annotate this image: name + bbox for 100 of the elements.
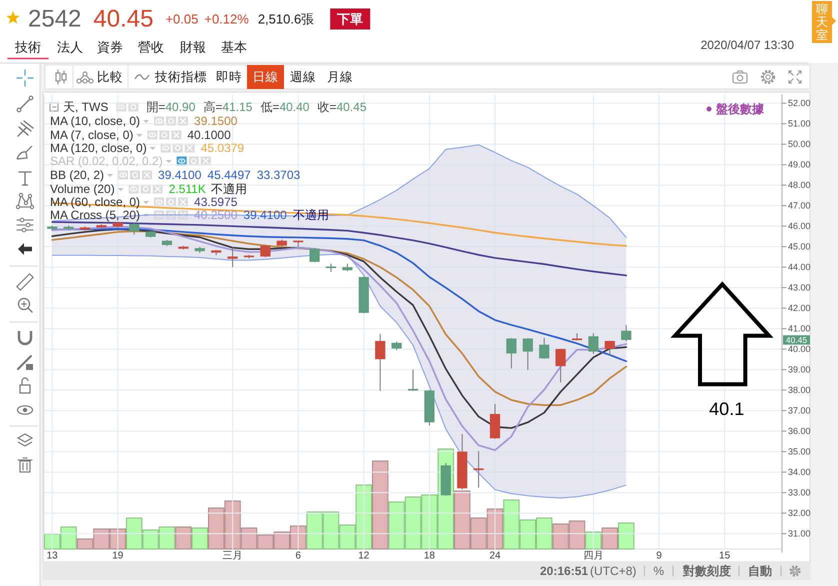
bar (192, 528, 208, 550)
annotation: 40.1000 (187, 128, 232, 142)
y-tick-label: 49.00 (788, 160, 811, 170)
line-series (51, 221, 628, 276)
y-tick-label: 32.00 (788, 508, 811, 518)
x-tick-label: 9 (656, 550, 662, 562)
candlestick (408, 369, 418, 392)
annotation: 45.4497 (207, 168, 252, 182)
text: 自動 (748, 564, 772, 578)
y-tick-label: 35.00 (788, 446, 811, 457)
x-tick-label: 6 (295, 550, 302, 562)
text: 法人 (57, 40, 83, 54)
annotation: 40.90 (165, 100, 196, 114)
text: +0.05 (165, 12, 198, 26)
text: 日線 (252, 70, 278, 84)
annotation: 高= (203, 100, 222, 114)
text: 聊天室 (816, 2, 828, 42)
text: 對數刻度 (682, 564, 732, 578)
candlestick (474, 451, 484, 488)
text: % (653, 564, 664, 578)
y-tick-label: 50.00 (788, 139, 811, 150)
x-tick-label: 13 (46, 550, 58, 562)
candlestick (375, 334, 386, 392)
candlestick (604, 340, 615, 356)
annotation: 40.45 (786, 334, 808, 345)
text: 比較 (97, 70, 123, 84)
y-tick-label: 31.00 (788, 528, 811, 539)
y-tick-label: 41.00 (788, 324, 811, 334)
annotation: 33.3703 (256, 168, 301, 182)
candlestick (572, 333, 582, 341)
text: 下單 (336, 12, 364, 26)
candlestick (228, 247, 238, 268)
annotation: 盤後數據 (715, 102, 765, 116)
annotation: 41.15 (222, 100, 253, 114)
text: 週線 (290, 70, 316, 84)
candlestick (326, 264, 336, 272)
text: 月線 (327, 70, 353, 84)
y-tick-label: 36.00 (788, 426, 811, 436)
x-tick-label: 12 (358, 550, 370, 562)
x-tick-label: 四月 (583, 550, 604, 562)
candlestick (522, 338, 533, 370)
annotation: BB (20, 2) (50, 168, 104, 182)
y-tick-label: 37.00 (788, 406, 811, 416)
bar (175, 526, 192, 550)
annotation: 39.1500 (194, 114, 238, 128)
y-tick-label: 34.00 (788, 467, 811, 478)
annotation: 低= (260, 100, 280, 114)
y-tick-label: 33.00 (788, 488, 811, 498)
candlestick (129, 222, 140, 235)
x-tick-label: 24 (489, 550, 501, 562)
bar (602, 528, 618, 550)
bar (585, 532, 602, 550)
annotation: 開= (146, 100, 166, 114)
x-tick-label: 18 (424, 550, 436, 562)
y-tick-label: 45.00 (788, 242, 811, 252)
text: 2,510.6張 (258, 12, 314, 26)
text: 技術 (14, 40, 41, 54)
annotation: 39.4100 (158, 168, 202, 182)
candlestick (556, 348, 566, 383)
text: 2020/04/07 13:30 (700, 38, 794, 52)
annotation: 不適用 (210, 182, 247, 196)
bar (618, 522, 634, 550)
candlestick (539, 338, 550, 359)
candlestick (293, 240, 304, 248)
annotation: 39.4100 (243, 208, 288, 222)
bar (372, 460, 388, 550)
annotation: 45.0379 (200, 141, 244, 155)
y-tick-label: 38.00 (788, 385, 811, 396)
candlestick (588, 333, 598, 354)
annotation: 40.1 (709, 399, 744, 419)
x-tick-label: 15 (719, 550, 731, 562)
text: 技術指標 (154, 70, 207, 84)
annotation: 40.40 (279, 100, 310, 114)
y-tick-label: 42.00 (788, 303, 811, 314)
text: 20:16:51 (540, 564, 588, 578)
candlestick (260, 244, 270, 258)
text: 資券 (97, 40, 123, 54)
text: 基本 (221, 40, 247, 54)
y-tick-label: 46.00 (788, 221, 811, 232)
y-tick-label: 51.00 (788, 118, 811, 129)
annotation: 40.45 (336, 100, 367, 114)
annotation: 2.511K (168, 182, 206, 196)
annotation: MA (120, close, 0) (50, 141, 147, 155)
text: 營收 (138, 40, 164, 54)
y-tick-label: 48.00 (788, 180, 811, 190)
x-tick-label: 三月 (222, 550, 243, 562)
text: 2542 (28, 6, 82, 32)
annotation: 天, TWS (63, 100, 108, 114)
text: 即時 (216, 70, 242, 84)
annotation: 收= (317, 100, 336, 114)
text: 40.45 (93, 6, 154, 32)
y-tick-label: 39.00 (788, 364, 811, 375)
candlestick (621, 325, 632, 342)
annotation: Volume (20) (50, 182, 115, 196)
y-tick-label: 44.00 (788, 262, 811, 272)
y-tick-label: 40.00 (788, 344, 811, 354)
text: (UTC+8) (590, 564, 636, 578)
annotation: MA (7, close, 0) (50, 128, 134, 142)
annotation: 43.5975 (194, 195, 238, 209)
candlestick (310, 248, 320, 262)
